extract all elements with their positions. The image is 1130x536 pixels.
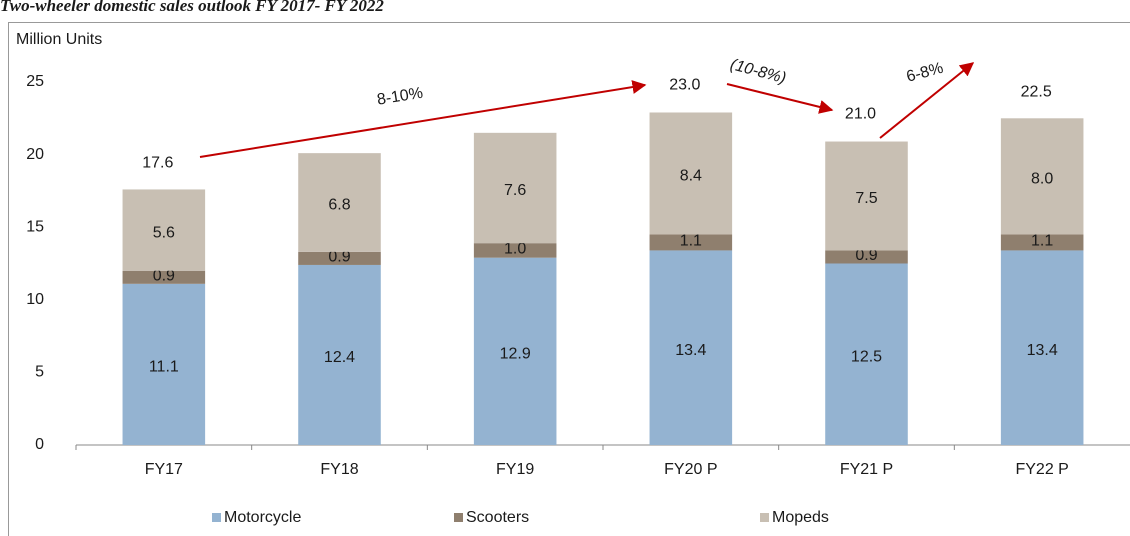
- annotation: 8-10%: [376, 85, 424, 109]
- legend-swatch: [454, 513, 463, 522]
- total-label: 22.5: [1021, 84, 1052, 101]
- data-label: 1.1: [1031, 233, 1053, 250]
- legend-label: Mopeds: [772, 509, 829, 526]
- x-tick-label: FY17: [145, 461, 183, 478]
- data-label: 0.9: [855, 247, 877, 264]
- bar-segment: [473, 132, 557, 244]
- data-label: 7.6: [504, 182, 526, 199]
- bar-segment: [1000, 234, 1084, 251]
- bar-segment: [649, 234, 733, 251]
- y-tick-label: 0: [35, 436, 44, 453]
- legend-label: Scooters: [466, 509, 529, 526]
- x-tick-label: FY19: [496, 461, 534, 478]
- y-tick-label: 25: [26, 73, 44, 90]
- bar-segment: [825, 250, 908, 264]
- data-label: 0.9: [328, 249, 350, 266]
- legend-swatch: [212, 513, 221, 522]
- x-tick-label: FY18: [320, 461, 358, 478]
- growth-arrows: [199, 62, 975, 158]
- data-label: 13.4: [1027, 342, 1058, 359]
- y-axis-label: Million Units: [16, 31, 102, 48]
- data-label: 8.0: [1031, 171, 1053, 188]
- y-tick-label: 10: [26, 291, 44, 308]
- arrow: [726, 83, 834, 114]
- x-tick-label: FY20 P: [664, 461, 717, 478]
- bar-segment: [298, 153, 381, 252]
- annotation: (10-8%): [728, 56, 787, 87]
- total-label: 21.0: [845, 105, 876, 122]
- data-label: 0.9: [153, 268, 175, 285]
- arrow: [879, 62, 975, 139]
- data-label: 11.1: [149, 359, 179, 376]
- bar-segment: [473, 257, 557, 445]
- data-label: 1.1: [680, 233, 702, 250]
- bar-segment: [122, 189, 206, 271]
- annotation: 6-8%: [905, 60, 945, 86]
- data-label: 12.9: [500, 346, 531, 363]
- bar-segment: [649, 250, 733, 445]
- data-label: 12.5: [851, 348, 882, 365]
- data-label: 12.4: [324, 349, 355, 366]
- y-tick-label: 5: [35, 364, 44, 381]
- chart-frame: [8, 22, 1130, 536]
- data-label: 8.4: [680, 168, 702, 185]
- data-label: 5.6: [153, 224, 175, 241]
- data-label: 7.5: [855, 190, 877, 207]
- bar-segment: [825, 141, 908, 251]
- y-tick-label: 20: [26, 146, 44, 163]
- bar-segment: [825, 263, 908, 445]
- data-label: 1.0: [504, 241, 526, 258]
- x-tick-label: FY21 P: [840, 461, 893, 478]
- bar-segment: [298, 264, 381, 445]
- y-tick-label: 15: [26, 218, 44, 235]
- bar-segment: [298, 251, 381, 265]
- bar-segment: [122, 283, 206, 445]
- legend-swatch: [760, 513, 769, 522]
- legend-label: Motorcycle: [224, 509, 301, 526]
- total-label: 23.0: [669, 76, 700, 93]
- data-label: 13.4: [675, 342, 706, 359]
- bar-segment: [1000, 250, 1084, 445]
- x-tick-label: FY22 P: [1015, 461, 1068, 478]
- total-label: 17.6: [142, 155, 173, 172]
- data-label: 6.8: [328, 197, 350, 214]
- bar-segment: [122, 270, 206, 284]
- bar-segment: [1000, 118, 1084, 235]
- chart-title: Two-wheeler domestic sales outlook FY 20…: [0, 0, 384, 15]
- bar-segment: [473, 243, 557, 258]
- bar-segment: [649, 112, 733, 235]
- arrow: [199, 80, 647, 158]
